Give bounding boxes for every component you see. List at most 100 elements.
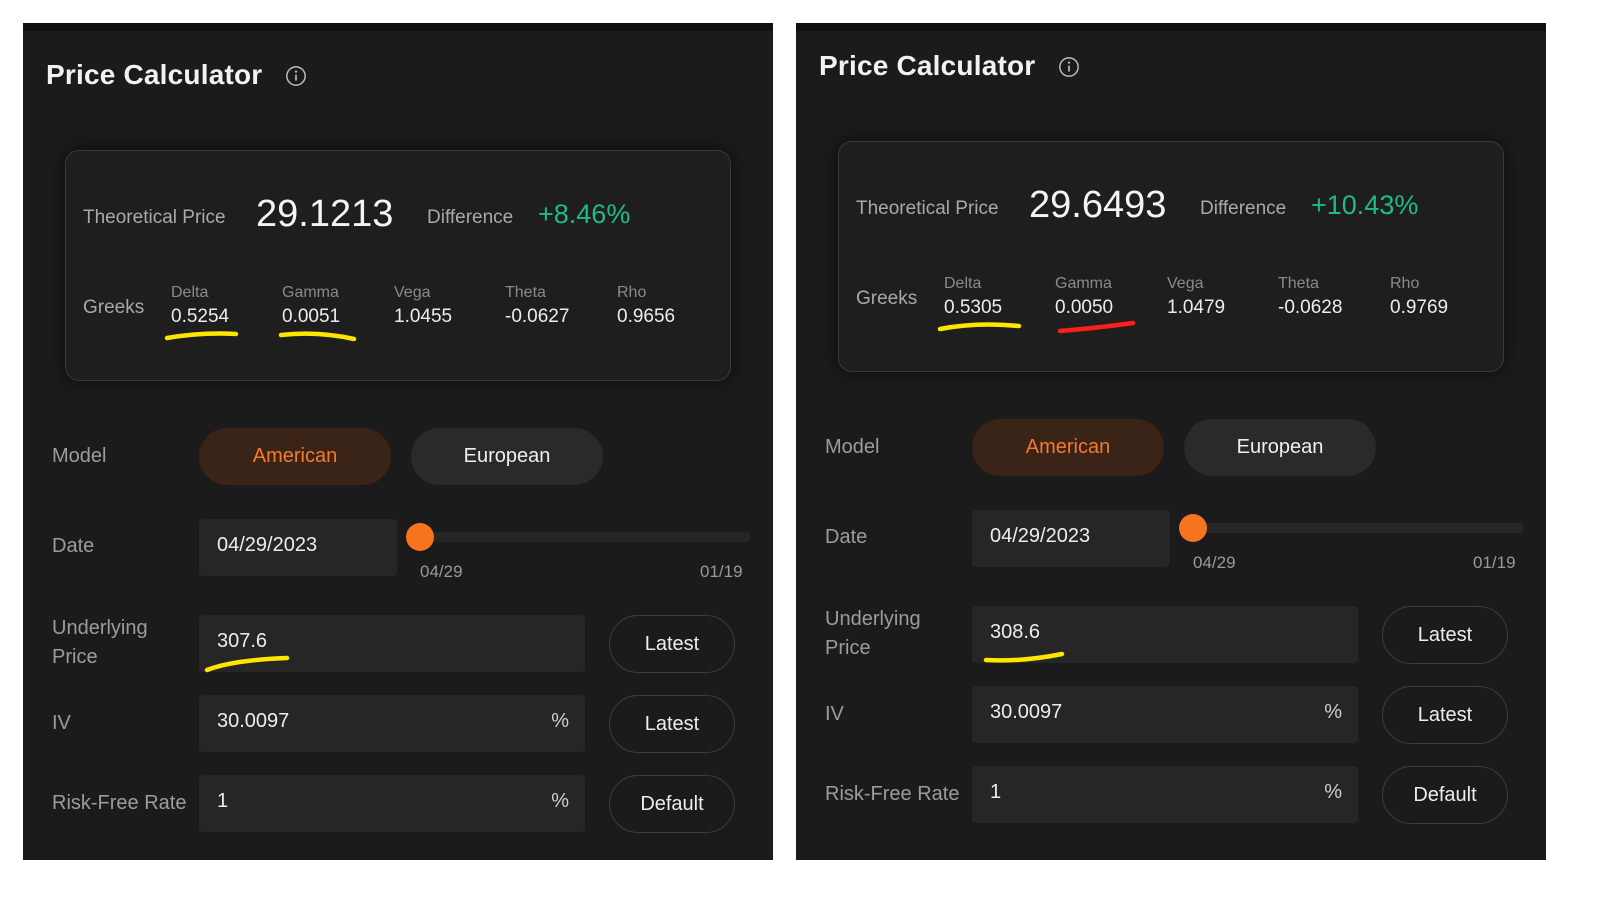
risk-free-default-button[interactable]: Default (609, 775, 735, 833)
date-label: Date (825, 526, 868, 548)
risk-free-rate-label: Risk-Free Rate (52, 792, 187, 814)
greek-name: Gamma (282, 284, 339, 301)
underlying-label-line1: Underlying (52, 617, 148, 639)
date-value: 04/29/2023 (990, 525, 1091, 547)
greek-delta: Delta 0.5305 (944, 275, 1002, 319)
greek-value: 0.0051 (282, 306, 341, 327)
difference-value: +8.46% (538, 199, 631, 229)
slider-min-label: 04/29 (1193, 553, 1236, 572)
iv-value: 30.0097 (217, 710, 290, 732)
percent-unit: % (1324, 781, 1342, 803)
greek-gamma: Gamma 0.0051 (282, 284, 340, 328)
greek-name: Rho (1390, 275, 1420, 292)
underlying-label-line2: Price (52, 646, 98, 668)
panel-top-bar (796, 23, 1546, 31)
greek-value: 0.5305 (944, 297, 1003, 318)
greek-delta: Delta 0.5254 (171, 284, 229, 328)
underlying-price-input[interactable]: 307.6 (199, 615, 585, 672)
underlying-price-label: Underlying Price (52, 614, 148, 672)
model-label: Model (825, 436, 880, 458)
greek-gamma: Gamma 0.0050 (1055, 275, 1113, 319)
iv-input[interactable]: 30.0097 % (199, 695, 585, 752)
greek-value: 1.0455 (394, 306, 453, 327)
greek-theta: Theta -0.0627 (505, 284, 569, 328)
greek-name: Rho (617, 284, 647, 301)
model-label: Model (52, 445, 107, 467)
date-slider-track[interactable] (1192, 523, 1524, 533)
date-slider-thumb[interactable] (1179, 514, 1207, 542)
date-field[interactable]: 04/29/2023 (199, 519, 397, 576)
greek-name: Gamma (1055, 275, 1112, 292)
gamma-highlight-mark (1057, 320, 1136, 334)
slider-max-label: 01/19 (1473, 553, 1516, 572)
greek-value: 0.5254 (171, 306, 230, 327)
risk-free-rate-input[interactable]: 1 % (199, 775, 585, 832)
underlying-price-input[interactable]: 308.6 (972, 606, 1358, 663)
underlying-latest-button[interactable]: Latest (609, 615, 735, 673)
greek-value: -0.0627 (505, 306, 570, 327)
greek-name: Theta (505, 284, 546, 301)
greek-value: -0.0628 (1278, 297, 1343, 318)
risk-free-rate-input[interactable]: 1 % (972, 766, 1358, 823)
date-label: Date (52, 535, 95, 557)
date-slider-thumb[interactable] (406, 523, 434, 551)
page-title: Price Calculator (819, 50, 1036, 81)
theoretical-price-value: 29.1213 (256, 193, 394, 235)
model-european-button[interactable]: European (1184, 419, 1376, 476)
iv-latest-button[interactable]: Latest (609, 695, 735, 753)
greek-value: 0.9656 (617, 306, 676, 327)
greeks-label: Greeks (856, 288, 918, 309)
iv-label: IV (825, 703, 844, 725)
risk-free-rate-value: 1 (217, 790, 229, 812)
greek-name: Delta (944, 275, 982, 292)
risk-free-rate-label: Risk-Free Rate (825, 783, 960, 805)
delta-highlight-mark (164, 331, 239, 341)
difference-label: Difference (1200, 198, 1287, 219)
underlying-price-label: Underlying Price (825, 605, 921, 663)
summary-card: Theoretical Price 29.1213 Difference +8.… (65, 150, 731, 381)
price-calculator-panel-left: Price Calculator Theoretical Price 29.12… (23, 23, 773, 860)
greek-rho: Rho 0.9656 (617, 284, 675, 328)
info-circle-icon[interactable] (285, 65, 307, 87)
underlying-price-value: 307.6 (217, 630, 268, 652)
risk-free-default-button[interactable]: Default (1382, 766, 1508, 824)
greek-name: Vega (1167, 275, 1204, 292)
date-value: 04/29/2023 (217, 534, 318, 556)
iv-latest-button[interactable]: Latest (1382, 686, 1508, 744)
theoretical-price-value: 29.6493 (1029, 184, 1167, 226)
underlying-price-value: 308.6 (990, 621, 1041, 643)
greek-name: Delta (171, 284, 209, 301)
greek-theta: Theta -0.0628 (1278, 275, 1342, 319)
underlying-latest-button[interactable]: Latest (1382, 606, 1508, 664)
greek-name: Theta (1278, 275, 1319, 292)
summary-card: Theoretical Price 29.6493 Difference +10… (838, 141, 1504, 372)
model-american-button[interactable]: American (199, 428, 391, 485)
page-title: Price Calculator (46, 59, 263, 90)
slider-max-label: 01/19 (700, 562, 743, 581)
theoretical-price-label: Theoretical Price (856, 198, 999, 219)
greek-value: 0.9769 (1390, 297, 1449, 318)
model-european-button[interactable]: European (411, 428, 603, 485)
greek-vega: Vega 1.0455 (394, 284, 452, 328)
slider-min-label: 04/29 (420, 562, 463, 581)
iv-input[interactable]: 30.0097 % (972, 686, 1358, 743)
percent-unit: % (551, 710, 569, 732)
iv-label: IV (52, 712, 71, 734)
gamma-highlight-mark (278, 331, 357, 342)
risk-free-rate-value: 1 (990, 781, 1002, 803)
difference-value: +10.43% (1311, 190, 1419, 220)
iv-value: 30.0097 (990, 701, 1063, 723)
date-slider-track[interactable] (419, 532, 751, 542)
date-field[interactable]: 04/29/2023 (972, 510, 1170, 567)
model-american-button[interactable]: American (972, 419, 1164, 476)
underlying-label-line2: Price (825, 637, 871, 659)
theoretical-price-label: Theoretical Price (83, 207, 226, 228)
panel-top-bar (23, 23, 773, 31)
underlying-label-line1: Underlying (825, 608, 921, 630)
greek-vega: Vega 1.0479 (1167, 275, 1225, 319)
greek-value: 1.0479 (1167, 297, 1226, 318)
greek-rho: Rho 0.9769 (1390, 275, 1448, 319)
percent-unit: % (1324, 701, 1342, 723)
info-circle-icon[interactable] (1058, 56, 1080, 78)
price-calculator-panel-right: Price Calculator Theoretical Price 29.64… (796, 23, 1546, 860)
